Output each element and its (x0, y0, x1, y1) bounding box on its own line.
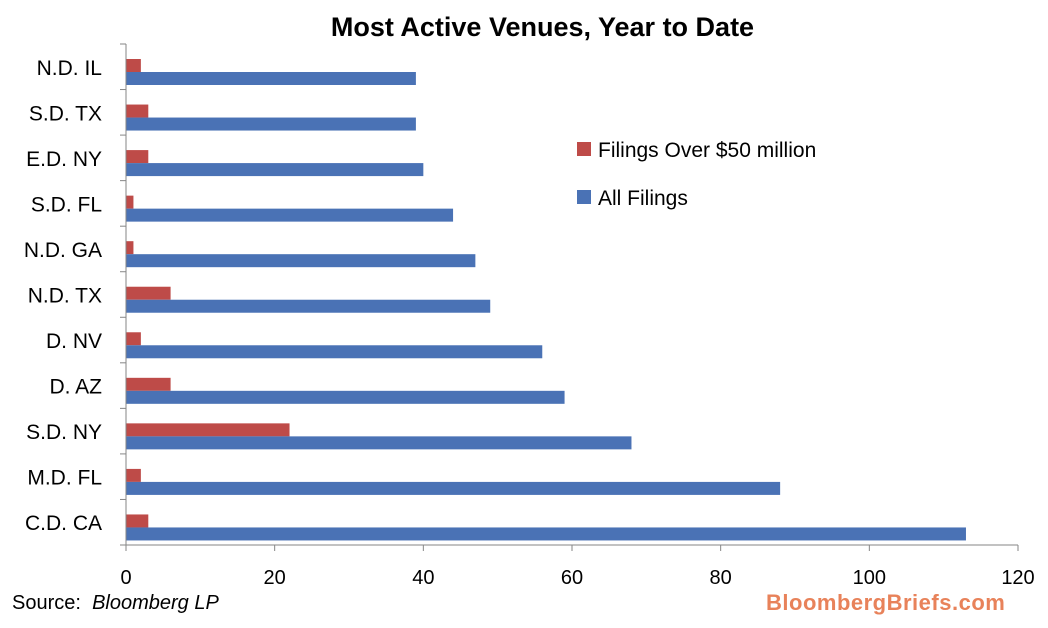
bar-all-filings-7 (126, 390, 565, 404)
bar-large-filings-4 (126, 241, 134, 255)
legend-label-0: Filings Over $50 million (598, 139, 816, 162)
source-label: Source: (12, 592, 81, 614)
bar-all-filings-5 (126, 299, 491, 313)
bar-all-filings-2 (126, 163, 424, 177)
category-label-3: S.D. FL (31, 193, 102, 216)
x-tick-label-5: 100 (853, 567, 886, 589)
bar-large-filings-2 (126, 150, 149, 164)
bar-large-filings-9 (126, 468, 141, 482)
category-label-5: N.D. TX (28, 285, 102, 308)
source-note: Source: Bloomberg LP (12, 592, 219, 615)
bar-all-filings-3 (126, 208, 454, 222)
category-label-10: C.D. CA (25, 512, 102, 535)
x-tick-label-1: 20 (264, 567, 286, 589)
bar-large-filings-1 (126, 104, 149, 118)
bar-all-filings-10 (126, 527, 966, 541)
brand-logo-text: BloombergBriefs.com (766, 590, 1006, 615)
bar-all-filings-9 (126, 481, 781, 495)
category-label-4: N.D. GA (24, 239, 102, 262)
category-label-6: D. NV (46, 330, 102, 353)
bars-layer (126, 59, 966, 541)
bar-large-filings-7 (126, 377, 171, 391)
bar-large-filings-0 (126, 59, 141, 72)
source-name: Bloomberg LP (92, 592, 219, 614)
bar-all-filings-0 (126, 72, 416, 85)
x-tick-label-0: 0 (120, 567, 131, 589)
category-label-8: S.D. NY (26, 421, 102, 444)
category-label-2: E.D. NY (26, 148, 102, 171)
category-label-7: D. AZ (49, 376, 102, 399)
bar-all-filings-1 (126, 117, 416, 131)
x-tick-label-6: 120 (1001, 567, 1034, 589)
category-label-0: N.D. IL (37, 57, 102, 80)
bar-large-filings-6 (126, 332, 141, 346)
legend-label-1: All Filings (598, 187, 688, 210)
bar-large-filings-8 (126, 423, 290, 437)
legend: Filings Over $50 million All Filings (577, 139, 816, 210)
category-label-1: S.D. TX (29, 102, 102, 125)
legend-swatch-0 (577, 142, 591, 156)
chart-title: Most Active Venues, Year to Date (330, 12, 755, 42)
axes-layer: N.D. IL S.D. TX E.D. NY S.D. FL N.D. GA N.D. … (24, 43, 1035, 589)
x-tick-label-4: 80 (710, 567, 732, 589)
bar-large-filings-5 (126, 286, 171, 300)
x-tick-label-3: 60 (561, 567, 583, 589)
bar-all-filings-4 (126, 254, 476, 268)
bar-all-filings-8 (126, 436, 632, 450)
bar-large-filings-3 (126, 195, 134, 209)
category-label-9: M.D. FL (27, 467, 102, 490)
legend-swatch-1 (577, 190, 591, 204)
x-tick-label-2: 40 (412, 567, 434, 589)
bar-large-filings-10 (126, 514, 149, 528)
bar-all-filings-6 (126, 345, 543, 359)
